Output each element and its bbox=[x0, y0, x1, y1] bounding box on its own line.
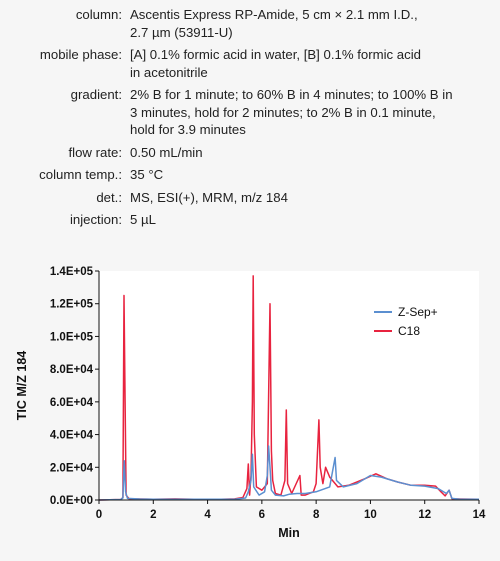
condition-key: column temp.: bbox=[39, 167, 122, 182]
legend: Z-Sep+ C18 bbox=[374, 305, 438, 338]
condition-key: gradient: bbox=[70, 87, 122, 102]
condition-row: mobile phase: [A] 0.1% formic acid in wat… bbox=[12, 46, 492, 81]
condition-row: det.: MS, ESI(+), MRM, m/z 184 bbox=[12, 189, 492, 207]
condition-value-line: Ascentis Express RP-Amide, 5 cm × 2.1 mm… bbox=[130, 7, 418, 22]
condition-value: 35 °C bbox=[122, 166, 492, 184]
condition-value: 5 µL bbox=[122, 211, 492, 229]
condition-value-line: 5 µL bbox=[130, 212, 156, 227]
y-tick-label: 1.2E+05 bbox=[50, 299, 94, 311]
condition-key: flow rate: bbox=[68, 144, 122, 160]
y-tick-label: 1.4E+05 bbox=[50, 266, 94, 278]
chromatogram-chart: 0.0E+00 2.0E+04 4.0E+04 6.0E+04 8.0E+04 1.0E+… bbox=[15, 266, 486, 540]
conditions-table: column: Ascentis Express RP-Amide, 5 cm ×… bbox=[12, 6, 492, 234]
condition-row: gradient: 2% B for 1 minute; to 60% B in … bbox=[12, 86, 492, 139]
x-tick-label: 2 bbox=[150, 509, 156, 521]
x-tick-label: 8 bbox=[313, 509, 320, 521]
legend-label: Z-Sep+ bbox=[398, 305, 438, 319]
plot-background bbox=[99, 271, 479, 500]
condition-key: injection: bbox=[69, 212, 122, 227]
condition-value: MS, ESI(+), MRM, m/z 184 bbox=[122, 189, 492, 207]
condition-value-line: [A] 0.1% formic acid in water, [B] 0.1% … bbox=[130, 47, 421, 62]
condition-value-line: 0.50 mL/min bbox=[130, 144, 203, 160]
x-tick-label: 4 bbox=[204, 509, 211, 521]
condition-key: mobile phase: bbox=[39, 47, 122, 62]
series-layer bbox=[98, 275, 480, 501]
y-tick-label: 6.0E+04 bbox=[50, 397, 94, 409]
axes-layer: 0.0E+00 2.0E+04 4.0E+04 6.0E+04 8.0E+04 1.0E+… bbox=[15, 266, 486, 540]
condition-value: [A] 0.1% formic acid in water, [B] 0.1% … bbox=[122, 46, 492, 81]
condition-value: 2% B for 1 minute; to 60% B in 4 minutes… bbox=[122, 86, 492, 139]
condition-row: column temp.: 35 °C bbox=[12, 166, 492, 184]
y-tick-label: 4.0E+04 bbox=[50, 430, 94, 442]
plot-area bbox=[99, 271, 479, 500]
condition-key: column: bbox=[75, 7, 122, 22]
y-tick-label: 8.0E+04 bbox=[50, 364, 94, 376]
condition-value-line: 2% B for 1 minute; to 60% B in 4 minutes… bbox=[130, 87, 453, 102]
y-tick-label: 0.0E+00 bbox=[50, 495, 93, 507]
condition-value-line: hold for 3.9 minutes bbox=[130, 122, 246, 137]
condition-value-line: 2.7 µm (53911-U) bbox=[130, 24, 233, 40]
x-axis-title: Min bbox=[278, 526, 300, 540]
x-tick-label: 12 bbox=[418, 509, 431, 521]
y-tick-label: 2.0E+04 bbox=[50, 462, 94, 474]
x-tick-label: 14 bbox=[473, 509, 486, 521]
condition-value-line: 3 minutes, hold for 2 minutes; to 2% B i… bbox=[130, 104, 436, 120]
legend-label: C18 bbox=[398, 324, 420, 338]
condition-value: Ascentis Express RP-Amide, 5 cm × 2.1 mm… bbox=[122, 6, 492, 41]
x-tick-label: 0 bbox=[96, 509, 102, 521]
condition-value: 0.50 mL/min bbox=[122, 144, 492, 162]
condition-value-line: MS, ESI(+), MRM, m/z 184 bbox=[130, 189, 288, 205]
y-axis-title: TIC M/Z 184 bbox=[15, 351, 29, 421]
condition-row: injection: 5 µL bbox=[12, 211, 492, 229]
condition-value-line: 35 °C bbox=[130, 167, 164, 182]
x-tick-label: 6 bbox=[259, 509, 265, 521]
x-tick-label: 10 bbox=[364, 509, 377, 521]
condition-row: flow rate: 0.50 mL/min bbox=[12, 144, 492, 162]
condition-row: column: Ascentis Express RP-Amide, 5 cm ×… bbox=[12, 6, 492, 41]
condition-value-line: in acetonitrile bbox=[130, 64, 208, 80]
series-line-z-sep- bbox=[98, 445, 480, 501]
y-tick-label: 1.0E+05 bbox=[50, 331, 94, 343]
condition-key: det.: bbox=[96, 189, 122, 205]
